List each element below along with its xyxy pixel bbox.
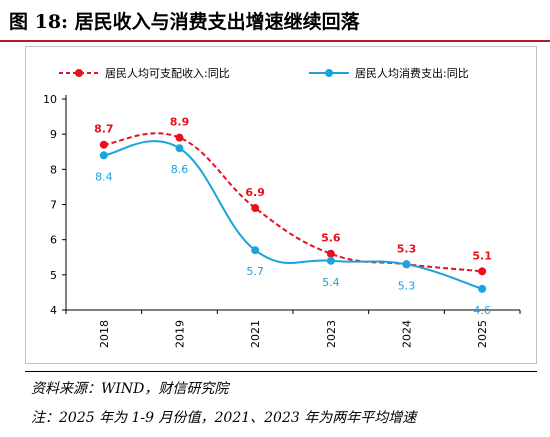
data-point-consumption bbox=[326, 256, 335, 265]
footnote: 注：2025 年为 1-9 月份值，2021、2023 年为两年平均增速 bbox=[31, 410, 417, 426]
data-label-consumption: 5.3 bbox=[398, 279, 416, 292]
legend-item-income: 居民人均可支配收入:同比 bbox=[57, 62, 230, 84]
x-tick-label: 2019 bbox=[174, 320, 187, 348]
source-note: 资料来源：WIND，财信研究院 bbox=[31, 381, 229, 397]
legend-swatch-consumption bbox=[307, 67, 351, 79]
x-tick-label: 2024 bbox=[401, 320, 414, 348]
data-label-income: 8.9 bbox=[170, 116, 190, 129]
title-underline bbox=[0, 40, 550, 42]
y-tick-label: 5 bbox=[50, 269, 57, 282]
data-point-income bbox=[99, 140, 108, 149]
data-label-income: 5.1 bbox=[472, 249, 492, 262]
x-tick-label: 2021 bbox=[249, 320, 262, 348]
data-label-consumption: 5.4 bbox=[322, 276, 340, 289]
data-point-consumption bbox=[251, 246, 260, 255]
data-label-consumption: 4.6 bbox=[473, 304, 491, 317]
y-tick-label: 9 bbox=[50, 128, 57, 141]
data-label-income: 8.7 bbox=[94, 123, 114, 136]
data-point-consumption bbox=[478, 284, 487, 293]
data-label-income: 6.9 bbox=[245, 186, 265, 199]
title-bar: 图 18: 居民收入与消费支出增速继续回落 bbox=[0, 0, 550, 42]
data-point-income bbox=[326, 249, 335, 258]
data-point-consumption bbox=[99, 151, 108, 160]
x-tick-label: 2023 bbox=[325, 320, 338, 348]
series-line-consumption bbox=[103, 140, 483, 290]
data-label-consumption: 8.4 bbox=[95, 170, 113, 183]
y-tick-label: 7 bbox=[50, 199, 57, 212]
legend-item-consumption: 居民人均消费支出:同比 bbox=[307, 62, 469, 84]
legend-label-income: 居民人均可支配收入:同比 bbox=[105, 67, 230, 80]
chart-frame bbox=[25, 46, 537, 364]
data-label-income: 5.3 bbox=[397, 242, 417, 255]
figure-title: 图 18: 居民收入与消费支出增速继续回落 bbox=[9, 11, 360, 33]
y-tick-label: 8 bbox=[50, 163, 57, 176]
series-line-income bbox=[103, 132, 483, 273]
y-tick-label: 6 bbox=[50, 234, 57, 247]
data-point-consumption bbox=[402, 260, 411, 269]
data-label-consumption: 8.6 bbox=[171, 163, 189, 176]
x-tick-label: 2025 bbox=[476, 320, 489, 348]
data-label-consumption: 5.7 bbox=[246, 265, 264, 278]
legend-swatch-income bbox=[57, 67, 101, 79]
data-point-income bbox=[478, 267, 487, 276]
data-point-income bbox=[251, 204, 260, 213]
y-tick-label: 10 bbox=[43, 93, 57, 106]
legend-label-consumption: 居民人均消费支出:同比 bbox=[355, 67, 469, 80]
x-tick-label: 2018 bbox=[98, 320, 111, 348]
data-point-consumption bbox=[175, 144, 184, 153]
data-point-income bbox=[175, 133, 184, 142]
y-tick-label: 4 bbox=[50, 304, 57, 317]
data-label-income: 5.6 bbox=[321, 232, 341, 245]
footer-divider bbox=[25, 371, 537, 372]
